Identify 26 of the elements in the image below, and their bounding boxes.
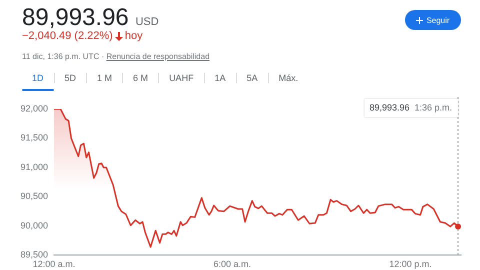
- chart-title: 89,993.96: [369, 102, 410, 112]
- y-tick-label: 91,000: [20, 162, 48, 172]
- y-tick-label: 92,000: [20, 103, 48, 114]
- text: 5D: [64, 73, 76, 83]
- y-tick-label: 90,500: [20, 191, 48, 202]
- y-tick-label: 90,000: [20, 220, 48, 230]
- y-tick-label: 89,500: [20, 250, 48, 260]
- text: 1A: [214, 73, 226, 83]
- text: UAHF: [169, 73, 194, 83]
- text: hoy: [124, 30, 143, 42]
- text: Renuncia de responsabilidad: [106, 52, 210, 61]
- text: 5A: [246, 73, 258, 83]
- text: 1 M: [97, 73, 112, 83]
- text: Máx.: [278, 73, 298, 83]
- x-tick-label: 12:00 a.m.: [32, 259, 76, 270]
- text: 11 dic, 1:36 p.m. UTC ·: [22, 52, 106, 61]
- annotation: 1:36 p.m.: [414, 102, 452, 112]
- x-tick-label: 6:00 a.m.: [213, 259, 252, 270]
- text: 6 M: [133, 73, 148, 83]
- text: USD: [135, 16, 159, 28]
- y-tick-label: 91,500: [20, 132, 48, 143]
- x-tick-label: 12:00 p.m.: [389, 259, 432, 270]
- text: 89,993.96: [22, 4, 129, 31]
- text: Seguir: [426, 16, 450, 24]
- text: −2,040.49 (2.22%): [22, 30, 113, 42]
- text: 1D: [32, 73, 44, 83]
